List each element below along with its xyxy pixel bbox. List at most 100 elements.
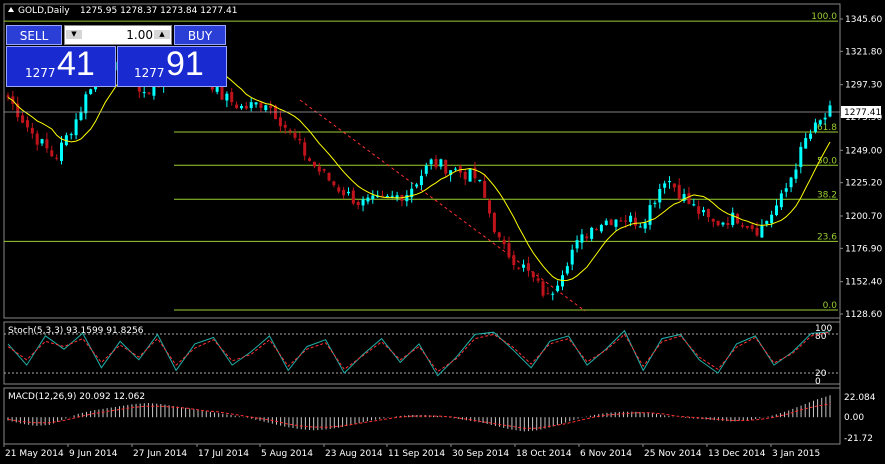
candle-body bbox=[585, 236, 589, 239]
candle-body bbox=[570, 249, 574, 265]
lot-size-input[interactable] bbox=[83, 26, 155, 44]
time-tick-label: 25 Nov 2014 bbox=[644, 449, 702, 459]
candle-body bbox=[512, 255, 516, 266]
candle-body bbox=[449, 170, 453, 176]
candle-body bbox=[774, 205, 778, 216]
candle-body bbox=[629, 215, 633, 222]
symbol-header: GOLD,Daily 1275.95 1278.37 1273.84 1277.… bbox=[8, 6, 237, 16]
candle-body bbox=[541, 281, 545, 296]
fib-level-label: 38.2 bbox=[817, 190, 837, 200]
stoch-label: Stoch(5,3,3) 93.1599 91.8256 bbox=[8, 326, 144, 336]
candle-body bbox=[526, 263, 530, 271]
candle-body bbox=[716, 220, 720, 226]
candle-body bbox=[745, 226, 749, 228]
candle-body bbox=[342, 189, 346, 196]
candle-body bbox=[35, 133, 39, 145]
candle-body bbox=[692, 204, 696, 206]
candle-body bbox=[419, 175, 423, 186]
time-tick-label: 9 Jun 2014 bbox=[69, 449, 118, 459]
buy-button[interactable]: BUY bbox=[174, 25, 226, 45]
candle-body bbox=[779, 193, 783, 208]
buy-price-box[interactable]: 1277 91 bbox=[117, 45, 227, 87]
fibonacci-retracement[interactable]: 100.0 61.8 50.0 38.2 23.6 0.0 bbox=[4, 12, 838, 311]
price-tick-label: 1345.60 bbox=[845, 15, 882, 25]
candle-body bbox=[453, 168, 457, 170]
candle-body bbox=[740, 225, 744, 227]
symbol-label: GOLD,Daily bbox=[18, 6, 70, 16]
time-tick-label: 18 Oct 2014 bbox=[516, 449, 572, 459]
candle-body bbox=[269, 105, 273, 108]
candle-body bbox=[789, 177, 793, 188]
macd-axis-zero: 0.00 bbox=[844, 413, 864, 423]
candle-body bbox=[303, 142, 307, 156]
candle-body bbox=[308, 158, 312, 161]
candle-body bbox=[390, 195, 394, 197]
candle-body bbox=[828, 105, 832, 117]
candle-body bbox=[16, 103, 20, 118]
candle-body bbox=[312, 161, 316, 167]
candle-body bbox=[415, 184, 419, 187]
candle-body bbox=[648, 205, 652, 225]
candle-body bbox=[784, 188, 788, 192]
candle-body bbox=[74, 119, 78, 136]
candle-body bbox=[288, 130, 292, 132]
candle-body bbox=[643, 223, 647, 229]
candle-body bbox=[633, 217, 637, 226]
candle-body bbox=[755, 228, 759, 236]
candle-body bbox=[434, 159, 438, 168]
candle-body bbox=[468, 169, 472, 182]
current-price-label: 1277.41 bbox=[844, 108, 881, 118]
candle-body bbox=[366, 197, 370, 202]
candle-body bbox=[293, 132, 297, 138]
candle-body bbox=[556, 285, 560, 292]
fibonacci-trend-line[interactable] bbox=[299, 99, 586, 312]
lot-decrease-button[interactable]: ▼ bbox=[66, 30, 82, 39]
candle-body bbox=[799, 146, 803, 167]
sell-button[interactable]: SELL bbox=[6, 25, 62, 45]
price-axis: 1345.60 1321.80 1297.30 1273.50 1249.00 1225.… bbox=[840, 15, 882, 320]
candle-body bbox=[590, 227, 594, 239]
candle-body bbox=[444, 159, 448, 174]
candle-body bbox=[25, 120, 29, 128]
stoch-axis-20: 20 bbox=[815, 369, 827, 379]
candle-body bbox=[45, 139, 49, 149]
fib-level-label: 100.0 bbox=[811, 12, 837, 22]
candle-body bbox=[658, 188, 662, 203]
candle-body bbox=[351, 190, 355, 204]
macd-axis-min: -21.72 bbox=[844, 434, 873, 444]
candle-body bbox=[609, 219, 613, 226]
candle-body bbox=[473, 167, 477, 179]
candle-body bbox=[697, 206, 701, 214]
time-tick-label: 21 May 2014 bbox=[5, 449, 64, 459]
candle-body bbox=[264, 105, 268, 111]
candle-body bbox=[492, 212, 496, 233]
candle-body bbox=[638, 226, 642, 228]
candle-body bbox=[667, 180, 671, 183]
candle-body bbox=[327, 172, 331, 181]
candle-body bbox=[332, 181, 336, 186]
moving-average-line bbox=[7, 67, 831, 282]
sell-price-box[interactable]: 1277 41 bbox=[6, 45, 116, 87]
price-tick-label: 1321.80 bbox=[845, 47, 882, 57]
candle-body bbox=[483, 180, 487, 198]
candle-body bbox=[531, 272, 535, 278]
candle-body bbox=[726, 223, 730, 226]
candle-body bbox=[60, 142, 64, 161]
buy-price-pips: 91 bbox=[166, 45, 204, 83]
candle-body bbox=[672, 183, 676, 188]
lot-increase-button[interactable]: ▲ bbox=[154, 30, 170, 39]
time-tick-label: 23 Aug 2014 bbox=[325, 449, 383, 459]
candle-body bbox=[147, 92, 151, 94]
time-tick-label: 27 Jun 2014 bbox=[133, 449, 187, 459]
candle-body bbox=[522, 264, 526, 268]
candle-body bbox=[677, 184, 681, 199]
stoch-axis-100: 100 bbox=[815, 324, 832, 334]
candle-body bbox=[750, 225, 754, 229]
candle-body bbox=[361, 199, 365, 206]
candle-body bbox=[278, 117, 282, 127]
fib-level-label: 0.0 bbox=[823, 301, 838, 311]
candle-body bbox=[813, 122, 817, 132]
candle-body bbox=[619, 220, 623, 222]
candle-body bbox=[84, 94, 88, 114]
